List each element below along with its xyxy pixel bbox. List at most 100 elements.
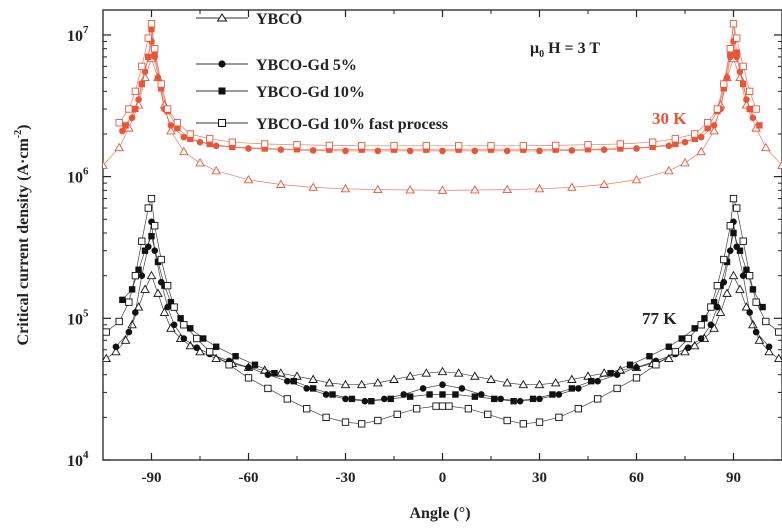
y-tick-exponent: 6 — [83, 166, 89, 178]
data-point — [243, 174, 254, 184]
y-tick-label: 105 — [67, 307, 89, 328]
data-point — [691, 130, 699, 138]
data-point — [762, 317, 770, 326]
y-tick-exponent: 4 — [83, 449, 89, 461]
data-point — [478, 391, 485, 398]
data-point — [358, 142, 366, 150]
data-point — [381, 395, 388, 403]
data-point — [733, 49, 740, 56]
field-subscript: 0 — [539, 49, 544, 60]
data-point — [186, 130, 194, 138]
data-point — [390, 142, 398, 150]
data-point — [626, 361, 634, 368]
data-point — [405, 371, 415, 380]
data-point — [373, 378, 383, 387]
data-point — [125, 328, 133, 336]
data-point — [125, 298, 133, 306]
data-point — [228, 138, 236, 146]
data-point — [405, 185, 415, 194]
data-point — [754, 335, 765, 344]
data-point — [555, 413, 563, 421]
data-point — [138, 272, 146, 279]
data-point — [438, 402, 447, 410]
data-point — [211, 353, 221, 363]
data-point — [114, 142, 124, 152]
data-point — [187, 325, 194, 332]
data-point — [342, 147, 349, 155]
data-point — [115, 119, 123, 127]
data-point — [588, 377, 595, 385]
data-point — [736, 68, 744, 76]
data-point — [179, 146, 189, 156]
data-point — [406, 147, 414, 155]
data-point — [649, 143, 656, 151]
data-point — [151, 49, 158, 56]
data-point — [739, 62, 747, 71]
data-point — [164, 282, 172, 290]
data-point — [487, 146, 495, 153]
data-point — [374, 416, 382, 425]
data-point — [437, 185, 448, 194]
data-point — [264, 384, 272, 393]
data-point — [135, 96, 142, 103]
data-point — [151, 45, 159, 53]
data-point — [211, 165, 221, 175]
series-7 — [103, 194, 782, 428]
data-point — [195, 157, 205, 167]
data-point — [704, 124, 711, 132]
data-point — [122, 122, 129, 129]
x-axis-label: Angle (°) — [409, 505, 470, 522]
y-axis-label: Critical current density (A·cm-2) — [13, 125, 32, 346]
data-point — [292, 371, 302, 380]
y-tick-exponent: 5 — [83, 307, 89, 319]
data-point — [200, 335, 207, 342]
data-point — [422, 142, 430, 150]
y-tick-base: 10 — [67, 28, 83, 45]
legend-label-gd10-fast: YBCO-Gd 10% fast process — [256, 116, 448, 133]
data-point — [689, 340, 700, 350]
data-point — [180, 335, 188, 342]
data-point — [151, 247, 159, 255]
field-annotation: μ0 H = 3 T — [530, 40, 600, 60]
data-point — [185, 340, 196, 350]
data-point — [193, 344, 201, 352]
data-point — [632, 374, 641, 382]
series-3 — [115, 20, 760, 150]
data-point — [550, 378, 561, 387]
data-point — [730, 229, 737, 237]
legend-label-gd10: YBCO-Gd 10% — [256, 84, 365, 101]
data-point — [534, 183, 545, 193]
series-line — [105, 198, 780, 425]
data-point — [764, 346, 774, 356]
data-point — [684, 344, 692, 352]
data-point — [329, 391, 336, 398]
data-point — [120, 335, 131, 344]
data-point — [631, 174, 642, 184]
data-point — [261, 140, 269, 148]
data-point — [510, 398, 517, 405]
series-layer — [103, 20, 782, 428]
data-point — [225, 361, 233, 369]
data-point — [746, 105, 753, 113]
data-point — [283, 395, 291, 403]
data-point — [633, 364, 640, 371]
data-point — [740, 80, 747, 88]
data-point — [293, 146, 301, 153]
data-point — [464, 405, 473, 413]
data-point — [140, 284, 150, 293]
data-point — [697, 335, 705, 342]
data-point — [743, 96, 750, 103]
data-point — [728, 270, 739, 280]
y-axis-label-main: Critical current density (A·cm — [15, 138, 32, 346]
data-point — [534, 379, 545, 389]
x-tick-label: -60 — [239, 470, 259, 486]
data-point — [452, 391, 459, 398]
data-point — [212, 142, 220, 150]
data-point — [348, 395, 356, 403]
data-point — [232, 353, 239, 360]
data-point — [681, 138, 689, 146]
data-point — [691, 325, 698, 332]
data-point — [173, 119, 182, 127]
data-point — [516, 397, 524, 405]
